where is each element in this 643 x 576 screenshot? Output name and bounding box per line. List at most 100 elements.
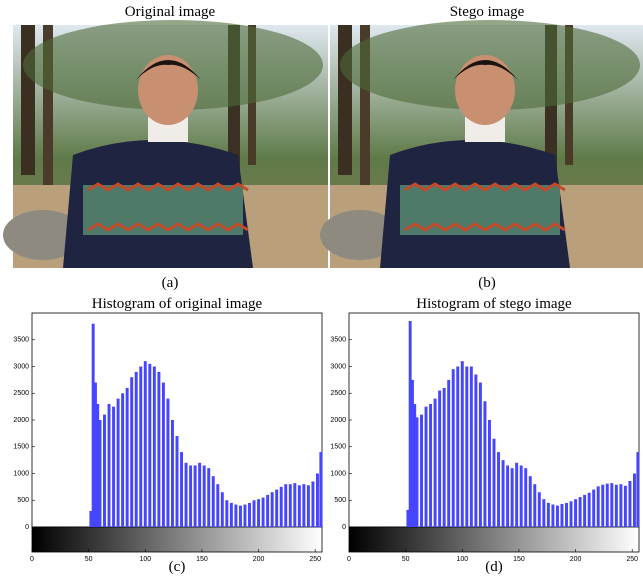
y-tick-label: 2500 <box>330 390 346 397</box>
bar <box>515 463 518 527</box>
bar <box>166 399 169 527</box>
bar <box>434 399 437 527</box>
bar <box>135 372 138 527</box>
y-tick-label: 2500 <box>13 390 29 397</box>
x-tick-label: 100 <box>456 556 468 563</box>
bar <box>171 420 174 527</box>
x-tick-label: 250 <box>309 556 321 563</box>
bar <box>221 492 224 527</box>
bar <box>606 484 609 527</box>
bar <box>319 452 322 527</box>
photo-stego <box>320 20 643 268</box>
bar <box>533 484 536 527</box>
bar <box>461 361 464 527</box>
bar <box>153 367 156 528</box>
bar <box>556 506 559 527</box>
bar <box>465 367 468 528</box>
y-tick-label: 500 <box>334 497 346 504</box>
bar <box>157 372 160 527</box>
image-title: Stego image <box>450 4 525 20</box>
bar <box>502 460 505 527</box>
bar <box>121 393 124 527</box>
y-tick-label: 3000 <box>13 363 29 370</box>
bar <box>429 404 432 527</box>
bar <box>425 407 428 527</box>
bar <box>248 503 251 527</box>
y-tick-label: 3500 <box>13 337 29 344</box>
bar <box>415 417 418 527</box>
bar <box>551 505 554 527</box>
x-tick-label: 0 <box>30 556 34 563</box>
bar <box>456 367 459 528</box>
bar <box>130 377 133 527</box>
y-tick-label: 2000 <box>13 417 29 424</box>
bar <box>565 503 568 527</box>
bar <box>293 483 296 527</box>
bar <box>520 465 523 527</box>
bar <box>207 468 210 527</box>
bar <box>243 505 246 527</box>
bar <box>225 500 228 527</box>
bar <box>266 495 269 527</box>
caption: (d) <box>485 559 503 575</box>
bar <box>126 388 129 527</box>
bar <box>185 463 188 527</box>
chart-title: Histogram of stego image <box>416 296 572 312</box>
x-tick-label: 200 <box>570 556 582 563</box>
bar <box>230 503 233 527</box>
bar <box>610 483 613 527</box>
x-tick-label: 50 <box>85 556 93 563</box>
bar <box>216 484 219 527</box>
photo-original <box>3 20 328 268</box>
bar <box>103 415 106 527</box>
bar <box>506 465 509 527</box>
bar <box>271 492 274 527</box>
y-tick-label: 0 <box>342 524 346 531</box>
bar <box>253 500 256 527</box>
bar <box>447 380 450 527</box>
bar <box>234 505 237 527</box>
bar <box>289 484 292 527</box>
x-tick-label: 150 <box>513 556 525 563</box>
x-tick-label: 100 <box>139 556 151 563</box>
bar <box>420 415 423 527</box>
y-tick-label: 2000 <box>330 417 346 424</box>
bar <box>307 485 310 527</box>
bar <box>280 487 283 527</box>
bar <box>257 499 260 527</box>
bar <box>547 503 550 527</box>
bar <box>452 369 455 527</box>
bar <box>529 476 532 527</box>
chart-title: Histogram of original image <box>92 296 263 312</box>
bar <box>438 391 441 527</box>
bar <box>601 485 604 527</box>
bar <box>189 465 192 527</box>
bar <box>194 465 197 527</box>
bar <box>474 375 477 527</box>
bar <box>108 404 111 527</box>
x-tick-label: 200 <box>253 556 265 563</box>
bar <box>624 486 627 527</box>
bar <box>493 439 496 527</box>
y-tick-label: 1500 <box>13 444 29 451</box>
bar <box>588 493 591 527</box>
x-tick-label: 150 <box>196 556 208 563</box>
bar <box>212 476 215 527</box>
y-tick-label: 0 <box>25 524 29 531</box>
bar <box>470 367 473 528</box>
bar <box>574 499 577 527</box>
bar <box>615 485 618 527</box>
y-tick-label: 3000 <box>330 363 346 370</box>
caption: (b) <box>478 275 496 291</box>
bar <box>139 367 142 528</box>
x-tick-label: 50 <box>402 556 410 563</box>
gray-scale-bar <box>32 527 322 552</box>
bar <box>488 420 491 527</box>
bar <box>316 474 319 528</box>
bar <box>262 498 265 527</box>
bar <box>579 497 582 527</box>
x-tick-label: 0 <box>347 556 351 563</box>
bar <box>180 452 183 527</box>
y-tick-label: 500 <box>17 497 29 504</box>
bar <box>162 383 165 527</box>
